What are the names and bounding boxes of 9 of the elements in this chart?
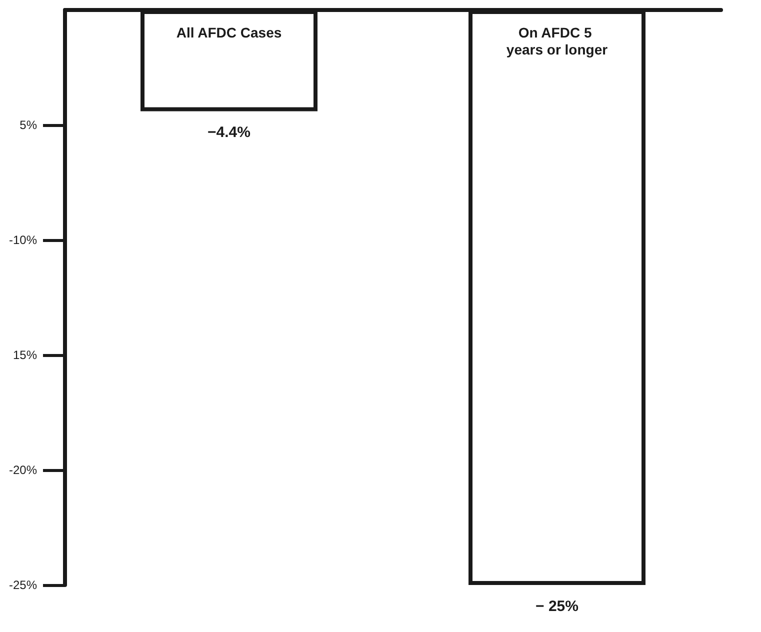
x-tick-label: All AFDC Cases bbox=[176, 24, 282, 40]
y-tick-label: 15% bbox=[12, 348, 38, 362]
data-label: −4.4% bbox=[208, 124, 250, 142]
x-tick-label: On AFDC 5 years or longer bbox=[506, 24, 608, 58]
y-tick-label: -25% bbox=[8, 578, 38, 592]
y-tick-label: -20% bbox=[8, 463, 38, 477]
y-tick-label: -10% bbox=[8, 233, 38, 247]
y-tick-label: 5% bbox=[20, 118, 38, 132]
data-label: − 25% bbox=[536, 598, 578, 615]
